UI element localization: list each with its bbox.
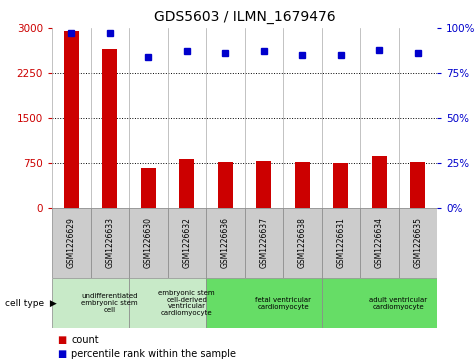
Bar [206,278,322,328]
Bar [322,278,437,328]
Text: GSM1226637: GSM1226637 [259,217,268,269]
Bar [64,31,79,208]
Text: ■: ■ [57,335,66,345]
Text: GSM1226635: GSM1226635 [413,217,422,269]
Text: adult ventricular
cardiomyocyte: adult ventricular cardiomyocyte [370,297,428,310]
Bar [52,278,129,328]
Bar [218,162,233,208]
Bar [410,162,426,208]
Bar [333,163,349,208]
Bar [283,208,322,278]
Text: GSM1226638: GSM1226638 [298,217,307,268]
Bar [179,159,194,208]
Text: GSM1226633: GSM1226633 [105,217,114,269]
Bar [206,208,245,278]
Text: embryonic stem
cell-derived
ventricular
cardiomyocyte: embryonic stem cell-derived ventricular … [159,290,215,317]
Text: GSM1226636: GSM1226636 [221,217,230,269]
Bar [256,160,271,208]
Text: GSM1226631: GSM1226631 [336,217,345,268]
Text: GSM1226632: GSM1226632 [182,217,191,268]
Bar [129,278,206,328]
Bar [371,156,387,208]
Bar [294,162,310,208]
Bar [141,168,156,208]
Bar [322,208,360,278]
Title: GDS5603 / ILMN_1679476: GDS5603 / ILMN_1679476 [154,10,335,24]
Text: cell type  ▶: cell type ▶ [5,298,57,307]
Text: fetal ventricular
cardiomyocyte: fetal ventricular cardiomyocyte [255,297,311,310]
Bar [399,208,437,278]
Bar [360,208,399,278]
Bar [168,208,206,278]
Bar [102,49,117,208]
Text: GSM1226630: GSM1226630 [144,217,153,269]
Text: GSM1226629: GSM1226629 [67,217,76,268]
Text: count: count [71,335,99,345]
Bar [245,208,283,278]
Text: GSM1226634: GSM1226634 [375,217,384,269]
Bar [91,208,129,278]
Text: ■: ■ [57,349,66,359]
Bar [52,208,91,278]
Text: undifferentiated
embryonic stem
cell: undifferentiated embryonic stem cell [81,293,138,313]
Bar [129,208,168,278]
Text: percentile rank within the sample: percentile rank within the sample [71,349,236,359]
